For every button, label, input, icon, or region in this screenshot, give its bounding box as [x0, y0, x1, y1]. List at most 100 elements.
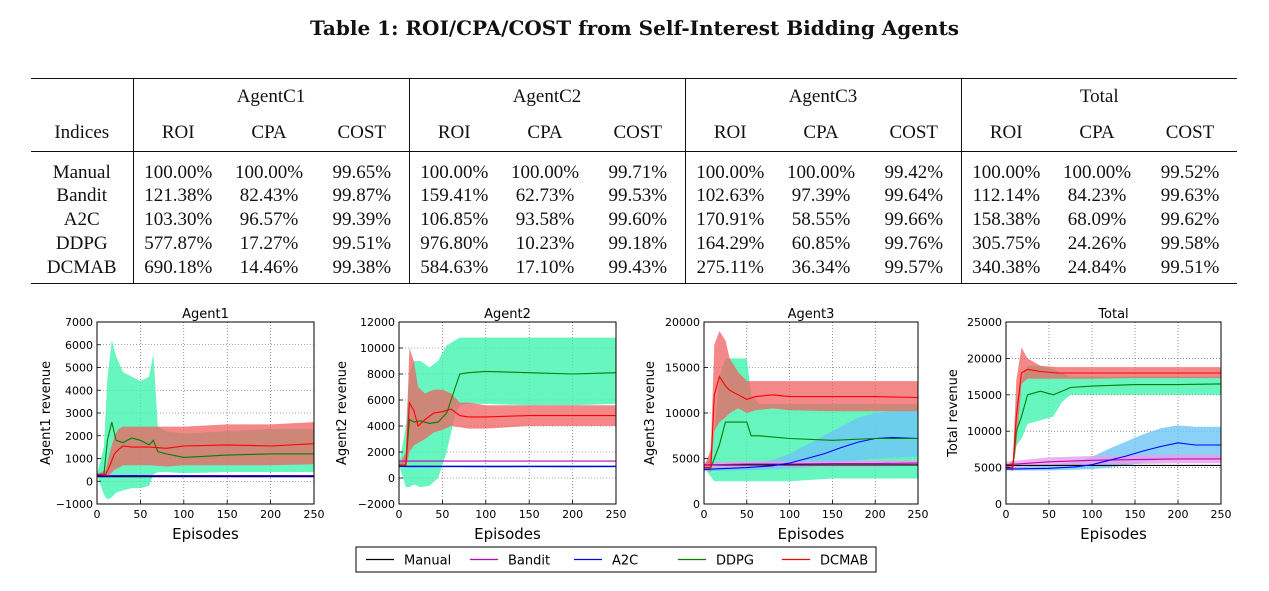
- x-tick-label: 50: [1042, 508, 1056, 521]
- band-bandit: [1006, 454, 1221, 468]
- series-ddpg-line: [1006, 383, 1221, 469]
- group-header: Total: [961, 78, 1237, 115]
- table-row: DDPG 577.87% 17.27% 99.51% 976.80% 10.23% 99.1…: [31, 232, 1237, 256]
- x-tick-label: 100: [1082, 508, 1103, 521]
- table-cell: 102.63%: [696, 185, 765, 206]
- y-tick-label: 1000: [65, 453, 93, 466]
- table-cell: 96.57%: [239, 209, 299, 230]
- legend-label-a2c: A2C: [612, 554, 638, 569]
- y-tick-label: 10000: [360, 342, 395, 355]
- plot-frame: [398, 321, 617, 505]
- table-cell: 275.11%: [685, 256, 775, 284]
- table-cell: 976.80%: [420, 233, 489, 254]
- metric-header: COST: [315, 115, 410, 152]
- y-tick-label: 5000: [974, 462, 1002, 475]
- table-cell: 99.76%: [867, 232, 962, 256]
- y-tick-label: 2000: [367, 446, 395, 459]
- table-cell: 99.65%: [315, 151, 410, 184]
- table-cell: 14.46%: [223, 256, 315, 284]
- table-caption: Table 1: ROI/CPA/COST from Self-Interest…: [309, 16, 960, 40]
- table-cell: 99.58%: [1160, 233, 1220, 254]
- x-tick-label: 200: [260, 508, 281, 521]
- table-cell: 584.63%: [409, 256, 499, 284]
- table-cell: 17.27%: [239, 233, 299, 254]
- table-row: Manual 100.00% 100.00% 99.65% 100.00% 100.00%…: [31, 151, 1237, 184]
- x-tick-label: 200: [865, 508, 886, 521]
- results-table: AgentC1 AgentC2 AgentC3 Total Indices ROI CPA C…: [31, 78, 1237, 284]
- chart-title: Agent2: [484, 307, 531, 322]
- table-cell: 690.18%: [133, 256, 223, 284]
- x-tick-label: 150: [822, 508, 843, 521]
- y-tick-label: 6000: [65, 339, 93, 352]
- y-tick-label: 5000: [672, 453, 700, 466]
- y-tick-label: 0: [86, 475, 93, 488]
- table-cell: 100.00%: [972, 162, 1041, 183]
- chart-title: Agent3: [788, 307, 835, 322]
- legend-label-bandit: Bandit: [508, 554, 550, 569]
- y-tick-label: 7000: [65, 316, 93, 329]
- chart-title: Total: [1097, 307, 1128, 322]
- table-cell: 99.63%: [1160, 185, 1220, 206]
- table-cell: 99.51%: [315, 232, 410, 256]
- table-cell: 60.85%: [791, 233, 851, 254]
- group-header: AgentC3: [685, 78, 962, 115]
- y-tick-label: 0: [388, 472, 395, 485]
- y-axis-label: Agent3 revenue: [643, 361, 658, 465]
- y-tick-label: 8000: [367, 368, 395, 381]
- y-axis-label: Agent1 revenue: [39, 361, 54, 465]
- metric-header: CPA: [775, 115, 867, 152]
- y-tick-label: 2000: [65, 430, 93, 443]
- legend-label-manual: Manual: [404, 554, 451, 569]
- table-cell: 99.53%: [591, 184, 686, 208]
- y-tick-label: 25000: [967, 316, 1002, 329]
- table-cell: 158.38%: [972, 209, 1041, 230]
- y-tick-label: 15000: [665, 362, 700, 375]
- band-a2c: [704, 411, 918, 472]
- table-cell: 100.00%: [234, 162, 304, 183]
- y-tick-label: 4000: [65, 384, 93, 397]
- table-body: AgentC1 AgentC2 AgentC3 Total Indices ROI CPA C…: [31, 78, 1237, 284]
- index-header: Indices: [31, 115, 134, 152]
- series-dcmab-line: [704, 375, 918, 469]
- table-cell: 10.23%: [515, 233, 575, 254]
- legend-label-ddpg: DDPG: [716, 554, 754, 569]
- group-header-row: AgentC1 AgentC2 AgentC3 Total: [31, 78, 1237, 115]
- table-cell: 99.60%: [591, 208, 686, 232]
- x-axis-label: Episodes: [1080, 525, 1147, 543]
- metric-header: ROI: [409, 115, 499, 152]
- y-tick-label: 20000: [967, 352, 1002, 365]
- table-cell: 99.43%: [591, 256, 686, 284]
- x-tick-label: 150: [1125, 508, 1146, 521]
- x-tick-label: 250: [908, 508, 929, 521]
- y-axis-label: Agent2 revenue: [335, 361, 350, 465]
- x-tick-label: 50: [435, 508, 449, 521]
- table-cell: 93.58%: [515, 209, 575, 230]
- table-cell: 99.62%: [1160, 209, 1220, 230]
- table-cell: 58.55%: [791, 209, 851, 230]
- x-tick-label: 250: [1211, 508, 1232, 521]
- table-cell: 159.41%: [420, 185, 489, 206]
- table-row: A2C 103.30% 96.57% 99.39% 106.85% 93.58% 99.60…: [31, 208, 1237, 232]
- legend-label-dcmab: DCMAB: [820, 554, 868, 569]
- table-cell: 577.87%: [144, 233, 213, 254]
- series-ddpg-line: [399, 370, 616, 466]
- band-dcmab: [97, 422, 314, 477]
- x-tick-label: 250: [606, 508, 627, 521]
- table-cell: 305.75%: [972, 233, 1041, 254]
- table-cell: 99.64%: [867, 184, 962, 208]
- series-ddpg-line: [97, 421, 314, 475]
- table-cell: 24.84%: [1051, 256, 1143, 284]
- y-tick-label: 10000: [967, 425, 1002, 438]
- metric-header-row: Indices ROI CPA COST ROI CPA COST ROI CPA COST ROI…: [31, 115, 1237, 152]
- corner-cell: [31, 78, 134, 115]
- table-row: DCMAB 690.18% 14.46% 99.38% 584.63% 17.10% 99.…: [31, 256, 1237, 284]
- table-cell: 62.73%: [515, 185, 575, 206]
- series-a2c-line: [1006, 442, 1221, 470]
- table-cell: 99.52%: [1160, 162, 1220, 183]
- y-tick-label: 6000: [367, 394, 395, 407]
- series-a2c-line: [97, 475, 314, 477]
- table-row: Bandit 121.38% 82.43% 99.87% 159.41% 62.73% 99…: [31, 184, 1237, 208]
- table-cell: 99.71%: [591, 151, 686, 184]
- series-ddpg-line: [704, 421, 918, 469]
- table-cell: 99.39%: [315, 208, 410, 232]
